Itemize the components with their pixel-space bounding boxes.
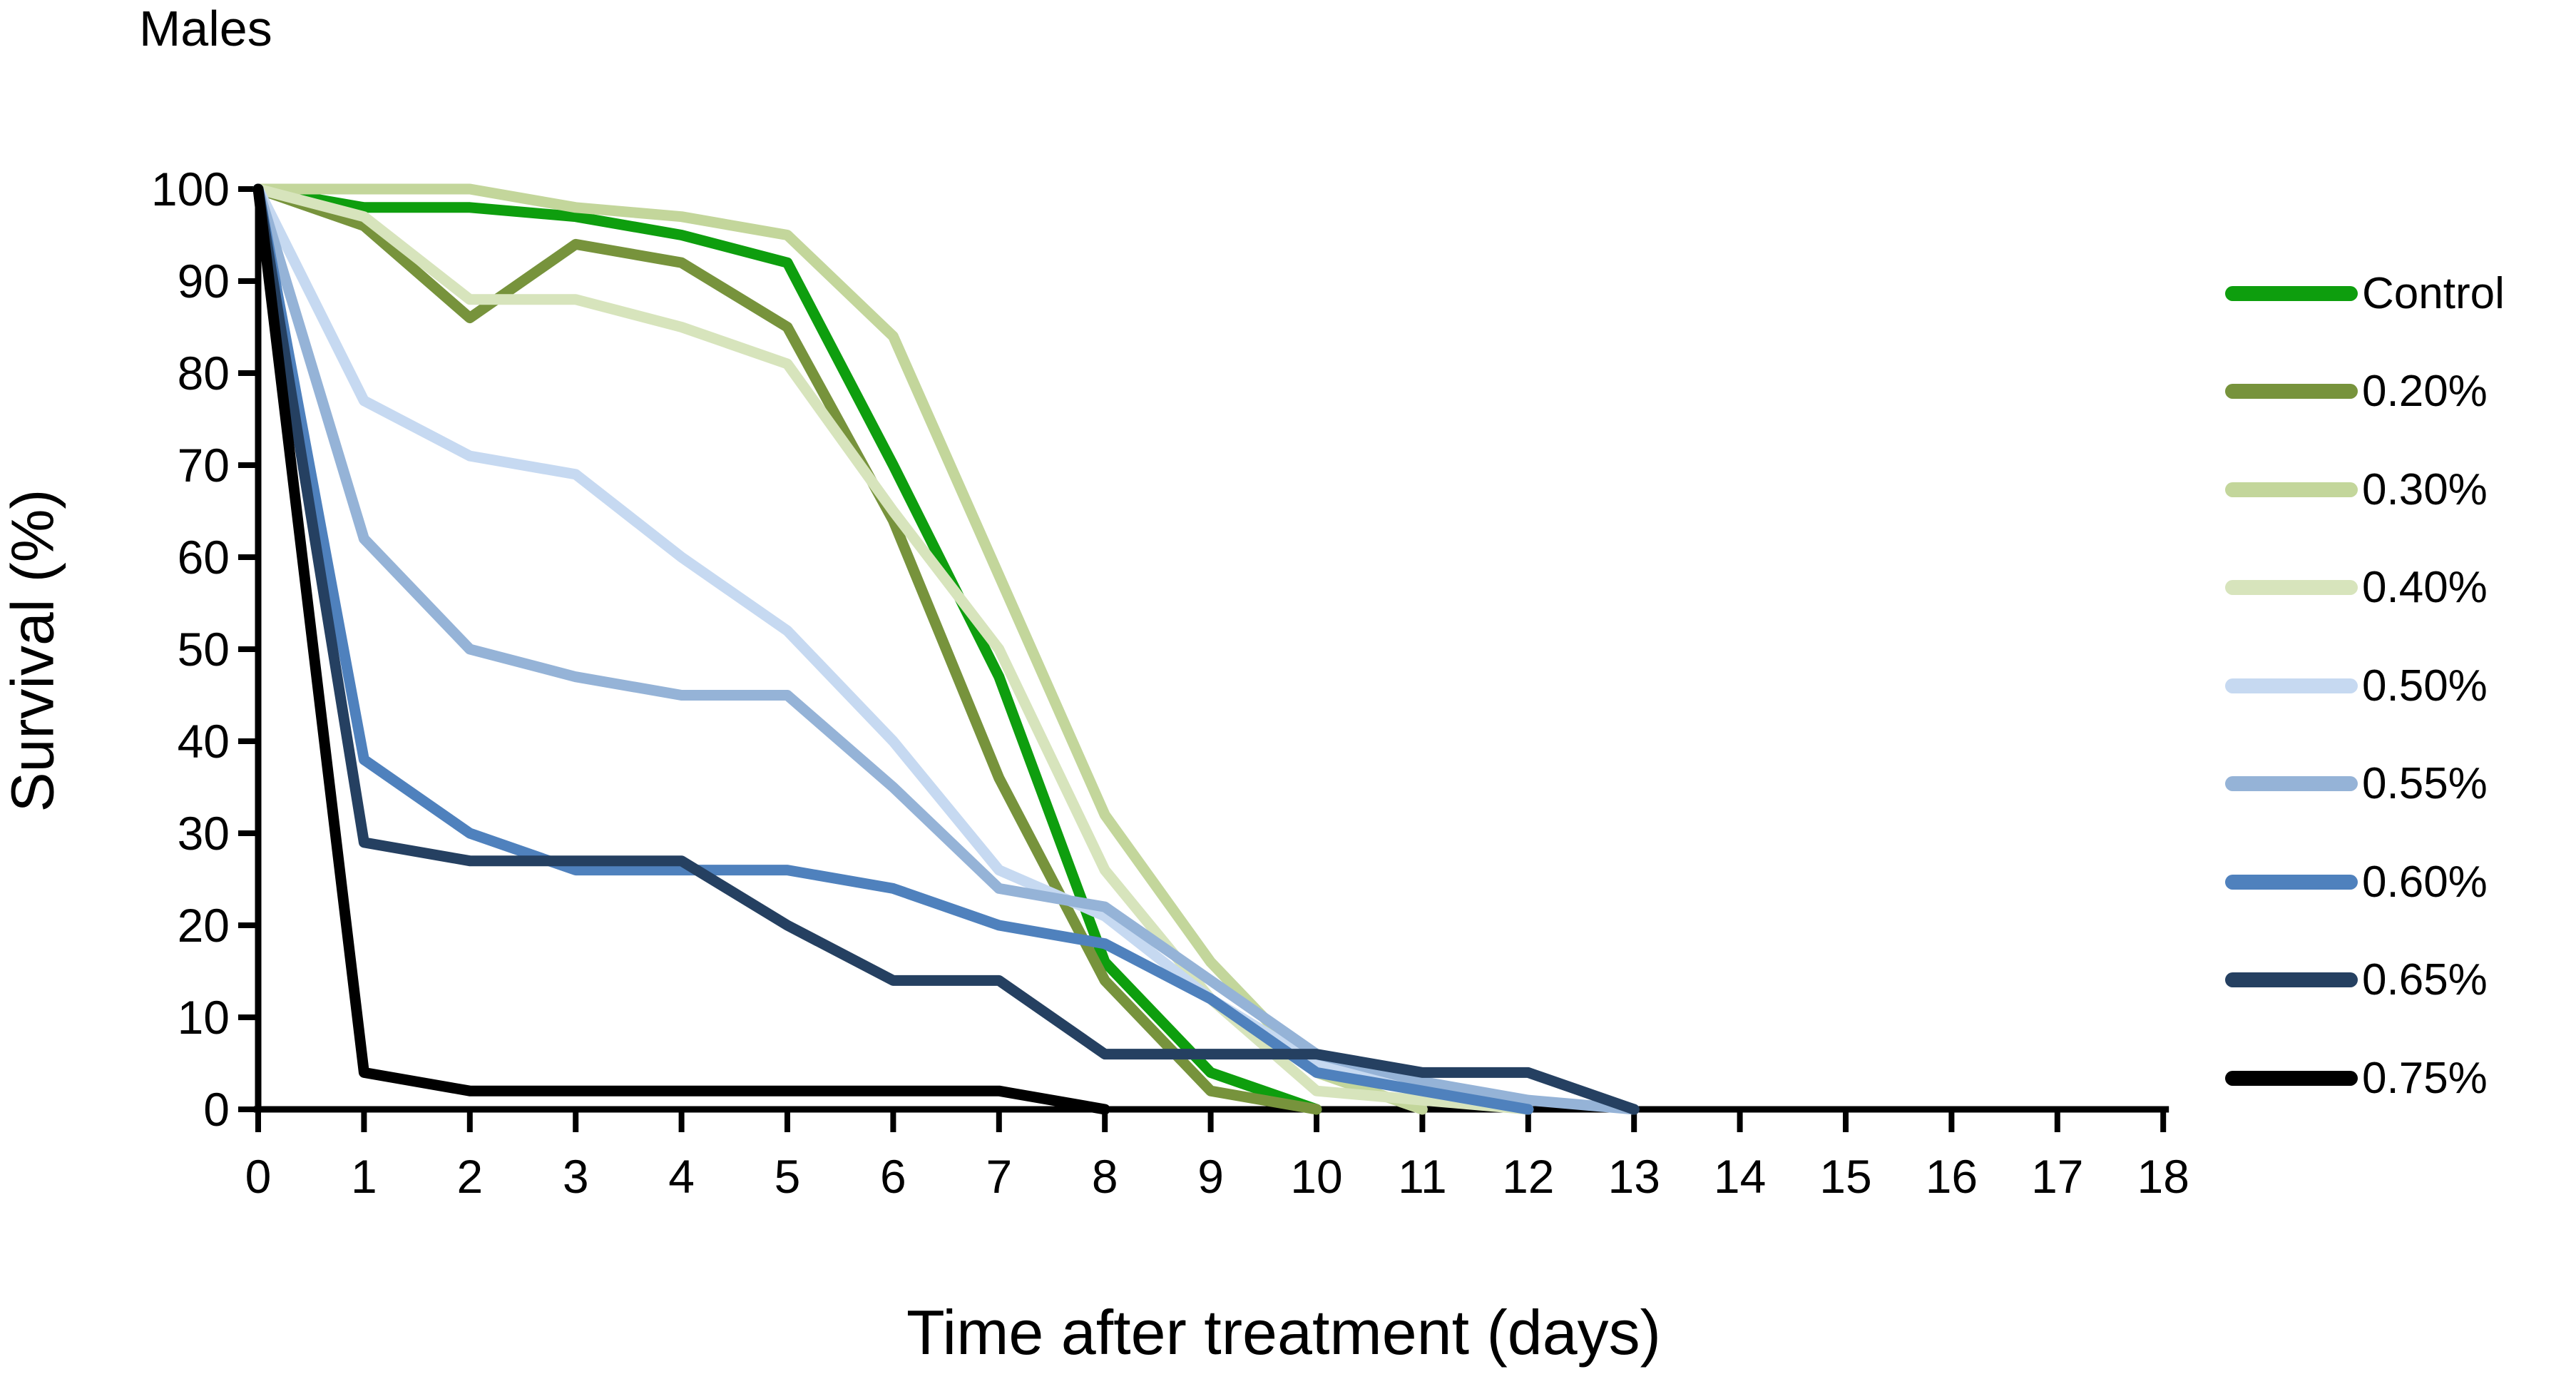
legend-item-060: 0.60% [2225,857,2488,907]
y-tick-label: 0 [203,1083,230,1136]
legend-swatch-control [2225,285,2358,301]
x-tick-label: 5 [775,1150,801,1203]
y-tick-label: 40 [178,715,230,768]
legend-item-020: 0.20% [2225,367,2488,417]
legend-label: 0.55% [2362,759,2488,808]
x-tick-label: 10 [1290,1150,1342,1203]
series-line-040 [252,183,1534,1115]
series-line-030 [252,183,1428,1115]
legend-swatch-030 [2225,482,2358,497]
y-tick-label: 50 [178,623,230,676]
x-tick-label: 17 [2031,1150,2083,1203]
legend-label: 0.30% [2362,464,2488,514]
legend-label: 0.75% [2362,1053,2488,1103]
legend-swatch-020 [2225,384,2358,399]
series-line-050 [252,183,1534,1115]
y-tick-label: 10 [178,991,230,1044]
y-tick-label: 100 [151,163,230,215]
legend-swatch-065 [2225,972,2358,987]
x-tick-label: 13 [1608,1150,1660,1203]
chart-title: Males [139,1,272,56]
legend-swatch-060 [2225,874,2358,890]
x-tick-label: 18 [2137,1150,2189,1203]
y-tick-label: 20 [178,899,230,952]
legend-item-065: 0.65% [2225,955,2488,1005]
legend-item-050: 0.50% [2225,661,2488,711]
series-line-020 [252,183,1322,1115]
legend-label: 0.60% [2362,857,2488,907]
x-tick-label: 7 [986,1150,1012,1203]
legend-item-055: 0.55% [2225,759,2488,809]
x-tick-label: 2 [456,1150,483,1203]
legend-item-075: 0.75% [2225,1053,2488,1103]
legend-swatch-055 [2225,776,2358,791]
series-line-075 [252,183,1110,1115]
y-tick-label: 90 [178,255,230,307]
legend-label: 0.50% [2362,661,2488,711]
y-tick-label: 60 [178,531,230,584]
x-axis-label: Time after treatment (days) [906,1297,1661,1368]
x-tick-label: 12 [1502,1150,1554,1203]
legend-swatch-050 [2225,678,2358,693]
legend-item-030: 0.30% [2225,464,2488,514]
y-tick-label: 30 [178,807,230,860]
x-tick-label: 14 [1714,1150,1766,1203]
x-tick-label: 15 [1819,1150,1871,1203]
y-tick-label: 70 [178,439,230,492]
x-tick-label: 9 [1197,1150,1224,1203]
legend-item-control: Control [2225,268,2505,318]
x-tick-label: 4 [668,1150,695,1203]
x-tick-label: 1 [351,1150,377,1203]
series-line-055 [252,183,1640,1115]
series-line-065 [252,183,1640,1115]
legend-item-040: 0.40% [2225,563,2488,613]
legend-swatch-040 [2225,580,2358,595]
series-line-control [252,183,1322,1115]
series-line-060 [252,183,1534,1115]
x-tick-label: 3 [563,1150,589,1203]
legend-label: 0.65% [2362,955,2488,1004]
x-tick-label: 8 [1092,1150,1118,1203]
x-tick-label: 0 [245,1150,272,1203]
legend-label: 0.20% [2362,367,2488,416]
legend-label: 0.40% [2362,563,2488,612]
x-tick-label: 6 [880,1150,906,1203]
legend-swatch-075 [2225,1070,2358,1086]
x-tick-label: 11 [1398,1150,1447,1203]
legend-label: Control [2362,268,2505,318]
y-tick-label: 80 [178,347,230,400]
x-tick-label: 16 [1926,1150,1978,1203]
